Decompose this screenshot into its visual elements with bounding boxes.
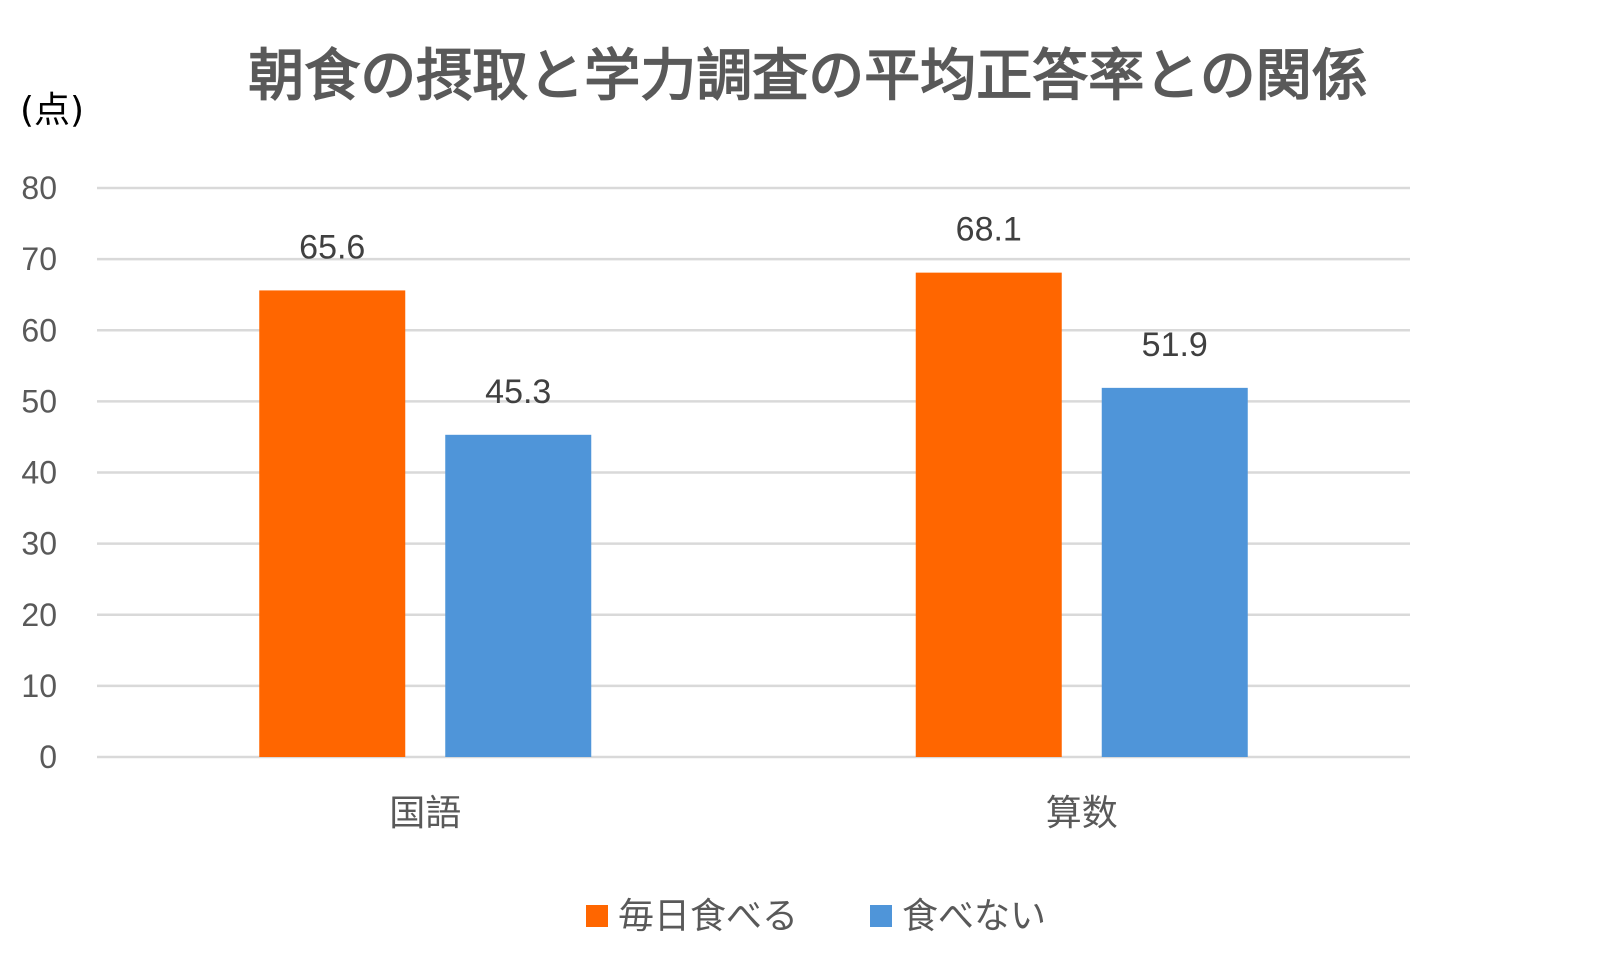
- bars: [259, 272, 1248, 757]
- y-tick-label: 30: [21, 526, 57, 562]
- data-label: 65.6: [299, 228, 365, 266]
- data-label: 45.3: [485, 373, 551, 411]
- y-tick-label: 0: [39, 739, 57, 775]
- y-tick-label: 70: [21, 241, 57, 277]
- category-label: 算数: [1046, 793, 1118, 834]
- y-tick-label: 10: [21, 668, 57, 704]
- y-tick-label: 20: [21, 597, 57, 633]
- bar-daily-1: [915, 272, 1062, 757]
- y-axis-unit-label: (点): [20, 90, 84, 131]
- legend-swatch: [870, 905, 892, 927]
- category-labels: 国語 算数: [389, 793, 1118, 834]
- legend-swatch: [586, 905, 608, 927]
- chart-title: 朝食の摂取と学力調査の平均正答率との関係: [248, 44, 1367, 109]
- y-tick-label: 80: [21, 170, 57, 206]
- y-tick-label: 40: [21, 455, 57, 491]
- bar-none-0: [445, 434, 592, 757]
- legend: 毎日食べる 食べない: [586, 896, 1046, 937]
- y-axis-ticks: 0 10 20 30 40 50 60 70 80: [21, 170, 57, 775]
- bar-daily-0: [259, 290, 406, 757]
- y-tick-label: 50: [21, 383, 57, 419]
- category-label: 国語: [389, 793, 461, 834]
- legend-label: 毎日食べる: [618, 896, 798, 937]
- data-labels: 65.6 45.3 68.1 51.9: [299, 211, 1208, 411]
- legend-label: 食べない: [902, 896, 1046, 937]
- data-label: 68.1: [956, 211, 1022, 249]
- y-tick-label: 60: [21, 312, 57, 348]
- bar-none-1: [1101, 387, 1248, 757]
- data-label: 51.9: [1142, 326, 1208, 364]
